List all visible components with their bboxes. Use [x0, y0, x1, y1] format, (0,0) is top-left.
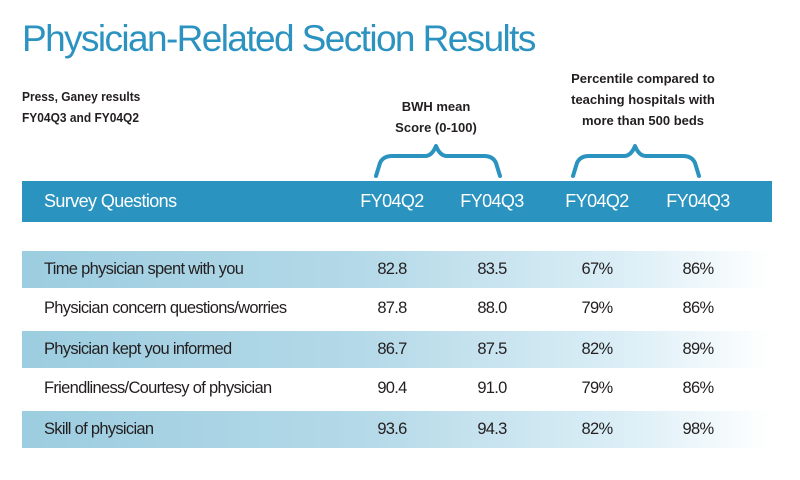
percentile-fy04q3-cell: 89%: [682, 340, 715, 358]
percentile-fy04q3-cell: 86%: [682, 379, 715, 397]
bwh-mean-brace: [374, 144, 502, 178]
bwh-fy04q2-cell: 87.8: [377, 299, 407, 317]
table-row: Physician kept you informed 86.7 87.5 82…: [22, 331, 772, 368]
bwh-fy04q2-cell: 93.6: [377, 420, 407, 438]
page-title: Physician-Related Section Results: [22, 18, 536, 59]
bwh-fy04q2-cell: 86.7: [377, 340, 407, 358]
percentile-fy04q2-cell: 82%: [581, 420, 614, 438]
percentile-fy04q2-cell: 82%: [581, 340, 614, 358]
question-cell: Physician kept you informed: [44, 340, 232, 358]
bwh-fy04q3-cell: 88.0: [477, 299, 507, 317]
bwh-fy04q3-cell: 94.3: [477, 420, 507, 438]
bwh-fy04q2-cell: 90.4: [377, 379, 407, 397]
percentile-fy04q2-cell: 79%: [581, 379, 614, 397]
bwh-fy04q3-cell: 87.5: [477, 340, 507, 358]
percentile-fy04q3-cell: 98%: [682, 420, 715, 438]
bwh-mean-label-line-2: Score (0-100): [395, 120, 477, 135]
question-cell: Physician concern questions/worries: [44, 299, 287, 317]
percentile-label-line-3: more than 500 beds: [581, 113, 705, 128]
bwh-mean-label-line-1: BWH mean: [401, 99, 471, 114]
header-survey-questions: Survey Questions: [44, 191, 177, 211]
question-cell: Time physician spent with you: [44, 260, 244, 278]
subtitle-line-2: FY04Q3 and FY04Q2: [22, 110, 139, 125]
table-header: Survey Questions FY04Q2 FY04Q3 FY04Q2 FY…: [22, 181, 772, 222]
bwh-fy04q2-cell: 82.8: [377, 260, 407, 278]
question-cell: Skill of physician: [44, 420, 154, 438]
percentile-fy04q2-cell: 67%: [581, 260, 614, 278]
bwh-fy04q3-cell: 91.0: [477, 379, 507, 397]
subtitle-line-1: Press, Ganey results: [22, 89, 141, 104]
header-percentile-fy04q3: FY04Q3: [666, 191, 730, 211]
percentile-fy04q3-cell: 86%: [682, 299, 715, 317]
percentile-group-label: Percentile compared to teaching hospital…: [548, 68, 738, 131]
subtitle: Press, Ganey results FY04Q3 and FY04Q2: [22, 86, 140, 128]
percentile-brace: [571, 144, 701, 178]
table-row: Friendliness/Courtesy of physician 90.4 …: [22, 370, 772, 407]
table-row: Physician concern questions/worries 87.8…: [22, 290, 772, 327]
percentile-fy04q2-cell: 79%: [581, 299, 614, 317]
bwh-mean-group-label: BWH mean Score (0-100): [372, 96, 500, 138]
header-percentile-fy04q2: FY04Q2: [565, 191, 629, 211]
percentile-fy04q3-cell: 86%: [682, 260, 715, 278]
header-bwh-fy04q2: FY04Q2: [360, 191, 424, 211]
question-cell: Friendliness/Courtesy of physician: [44, 379, 272, 397]
table-row: Time physician spent with you 82.8 83.5 …: [22, 251, 772, 288]
percentile-label-line-1: Percentile compared to: [571, 71, 715, 86]
header-bwh-fy04q3: FY04Q3: [460, 191, 524, 211]
table-row: Skill of physician 93.6 94.3 82% 98%: [22, 411, 772, 448]
bwh-fy04q3-cell: 83.5: [477, 260, 507, 278]
percentile-label-line-2: teaching hospitals with: [571, 92, 715, 107]
